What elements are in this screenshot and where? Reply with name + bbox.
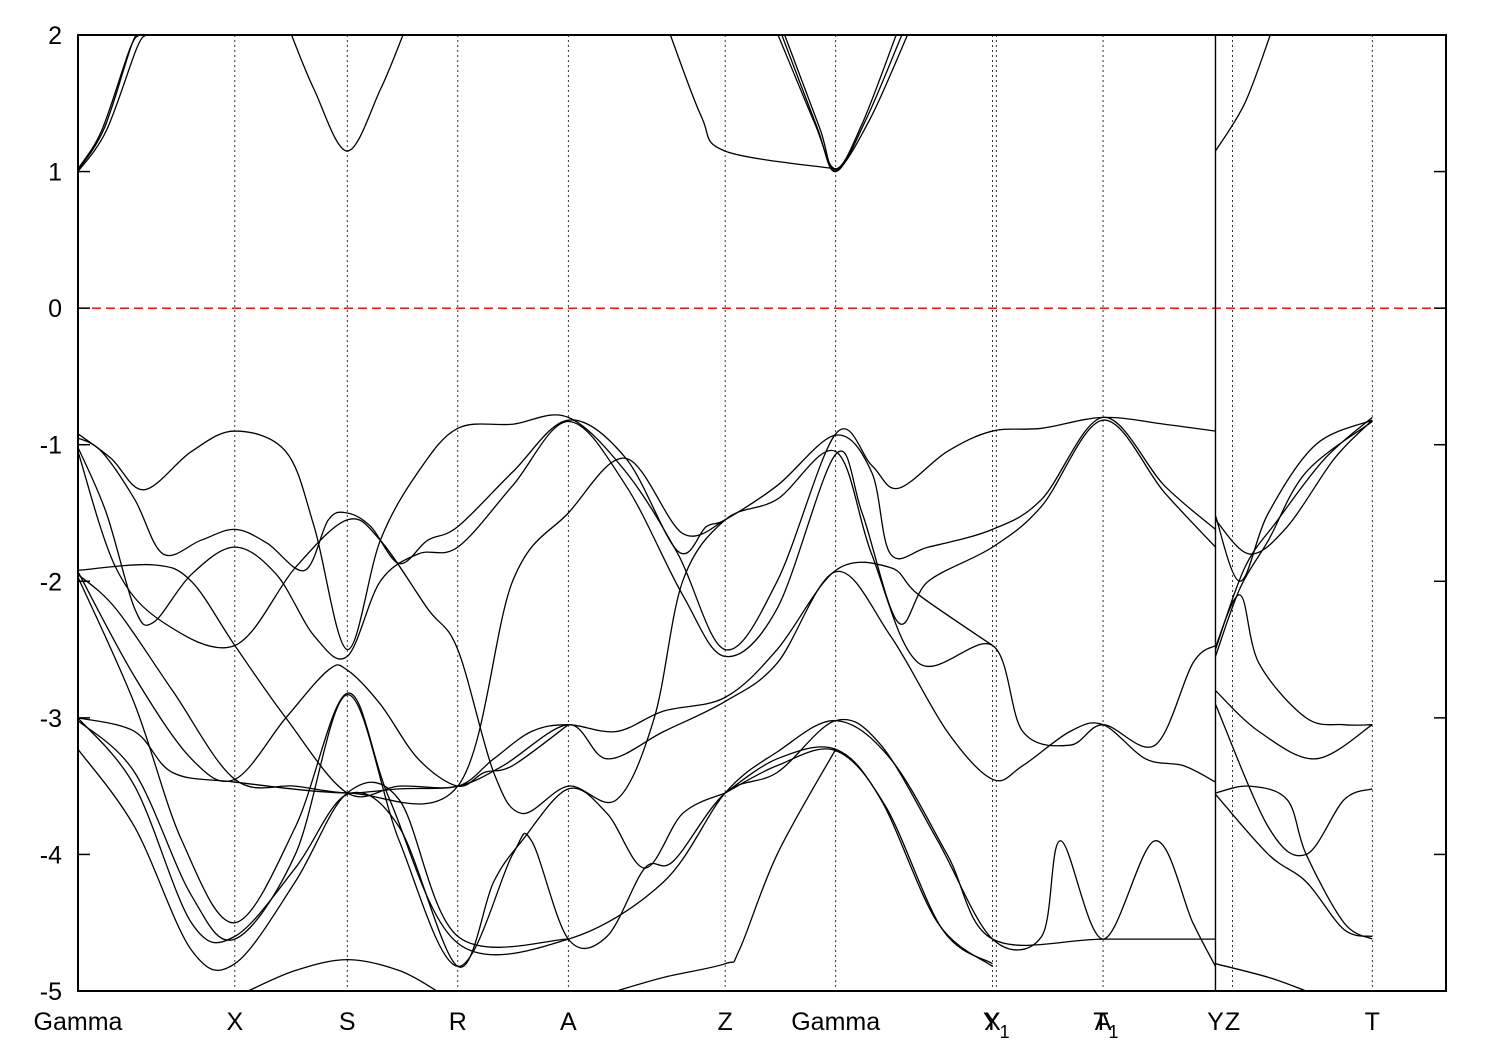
band-line-30 xyxy=(1214,594,1373,726)
band-line-4 xyxy=(669,35,836,170)
x-tick-label: T xyxy=(1365,1008,1380,1036)
y-axis-ticks: -5 -4 -3 -2 -1 0 1 2 xyxy=(40,22,1446,1006)
band-line-11 xyxy=(78,419,1216,660)
band-line-6 xyxy=(781,35,903,173)
band-line-22 xyxy=(724,748,993,965)
band-line-24 xyxy=(616,748,837,991)
x-tick-label: S xyxy=(339,1008,356,1036)
y-tick-label: -5 xyxy=(40,978,62,1006)
band-line-32 xyxy=(1214,703,1373,857)
band-line-14 xyxy=(78,571,1216,794)
x-tick-label: X xyxy=(226,1008,243,1036)
band-line-27 xyxy=(1214,419,1373,582)
x-tick-label: Gamma xyxy=(791,1008,880,1036)
band-lines xyxy=(78,35,1373,991)
band-line-7 xyxy=(784,35,909,171)
band-line-12 xyxy=(78,449,1216,815)
band-line-13 xyxy=(78,561,993,798)
x-tick-label: Z xyxy=(718,1008,733,1036)
band-line-23 xyxy=(247,958,438,991)
x-tick-label: Y xyxy=(1207,1008,1224,1036)
y-tick-label: 0 xyxy=(48,295,62,323)
y-tick-label: 2 xyxy=(48,22,62,50)
kpoint-gridlines xyxy=(234,35,1373,991)
x-tick-label: Y1 xyxy=(983,1008,1010,1042)
plot-frame xyxy=(77,34,1447,992)
band-line-31 xyxy=(1215,690,1373,760)
band-line-15 xyxy=(78,571,569,787)
x-axis-labels: Gamma X S R A Z Gamma XY1 AT1 Y Z T xyxy=(34,1008,1380,1042)
band-line-20 xyxy=(78,717,726,968)
band-line-34 xyxy=(1214,793,1373,938)
band-line-2 xyxy=(78,35,143,171)
x-tick-label: R xyxy=(449,1008,467,1036)
y-tick-label: -4 xyxy=(40,841,62,869)
band-line-16 xyxy=(78,457,726,805)
band-line-9 xyxy=(78,414,1216,651)
band-line-29 xyxy=(1214,416,1373,650)
band-line-26 xyxy=(1215,419,1373,555)
y-tick-label: -2 xyxy=(40,568,62,596)
x-tick-label: T1 xyxy=(1093,1008,1118,1042)
band-line-8 xyxy=(1214,35,1271,152)
band-line-19 xyxy=(78,748,569,972)
band-line-0 xyxy=(78,35,140,170)
band-line-25 xyxy=(1215,963,1307,991)
band-line-17 xyxy=(78,576,1216,956)
x-tick-label: A xyxy=(1095,1008,1112,1036)
band-line-10 xyxy=(78,416,1216,572)
band-line-1 xyxy=(78,35,147,172)
band-line-5 xyxy=(777,35,897,170)
band-line-33 xyxy=(1215,785,1373,940)
y-tick-label: 1 xyxy=(48,159,62,187)
x-tick-label: X xyxy=(984,1008,1001,1036)
y-tick-label: -3 xyxy=(40,705,62,733)
x-tick-label: Gamma xyxy=(34,1008,123,1036)
band-line-21 xyxy=(724,746,993,967)
band-line-3 xyxy=(290,35,404,152)
x-tick-label: Z xyxy=(1225,1008,1240,1036)
x-tick-label: A xyxy=(560,1008,577,1036)
band-line-28 xyxy=(1214,420,1373,657)
y-tick-label: -1 xyxy=(40,432,62,460)
